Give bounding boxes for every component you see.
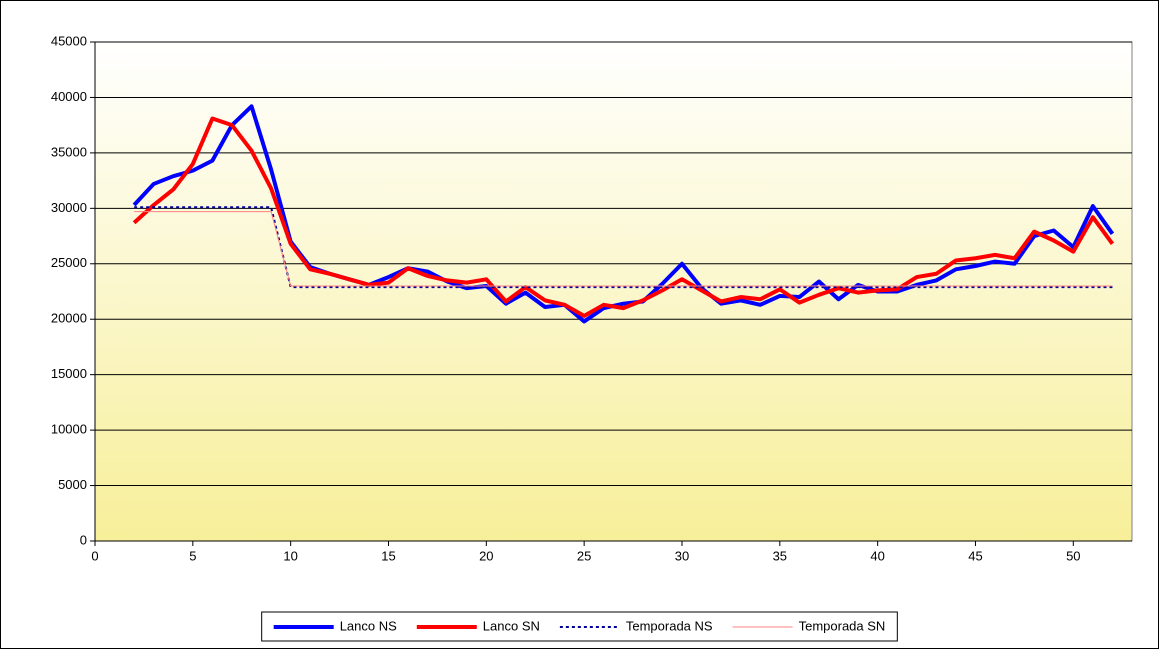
y-tick-label: 5000 <box>58 477 87 492</box>
y-tick-label: 30000 <box>51 200 87 215</box>
y-tick-label: 0 <box>80 532 87 547</box>
x-tick-label: 50 <box>1066 548 1080 563</box>
y-tick-label: 10000 <box>51 422 87 437</box>
y-tick-label: 45000 <box>51 33 87 48</box>
plot-area <box>94 41 1133 542</box>
x-tick-label: 15 <box>381 548 395 563</box>
x-tick-label: 5 <box>189 548 196 563</box>
x-tick-label: 30 <box>675 548 689 563</box>
x-tick-label: 20 <box>479 548 493 563</box>
y-tick-label: 40000 <box>51 89 87 104</box>
y-tick-label: 20000 <box>51 311 87 326</box>
y-tick-label: 35000 <box>51 144 87 159</box>
x-tick-label: 35 <box>773 548 787 563</box>
x-tick-label: 10 <box>283 548 297 563</box>
legend-label: Lanco NS <box>340 618 397 633</box>
x-tick-label: 0 <box>91 548 98 563</box>
x-tick-label: 40 <box>870 548 884 563</box>
legend-label: Temporada SN <box>799 618 886 633</box>
series-line <box>132 116 1115 318</box>
legend-label: Temporada NS <box>626 618 713 633</box>
series-line <box>134 206 1113 289</box>
legend-label: Lanco SN <box>483 618 540 633</box>
y-tick-label: 25000 <box>51 255 87 270</box>
legend: Lanco NS Lanco SN Temporada NS Temporada SN <box>261 611 898 642</box>
x-tick-label: 25 <box>577 548 591 563</box>
y-tick-label: 15000 <box>51 366 87 381</box>
x-tick-label: 45 <box>968 548 982 563</box>
series-line <box>134 211 1113 287</box>
